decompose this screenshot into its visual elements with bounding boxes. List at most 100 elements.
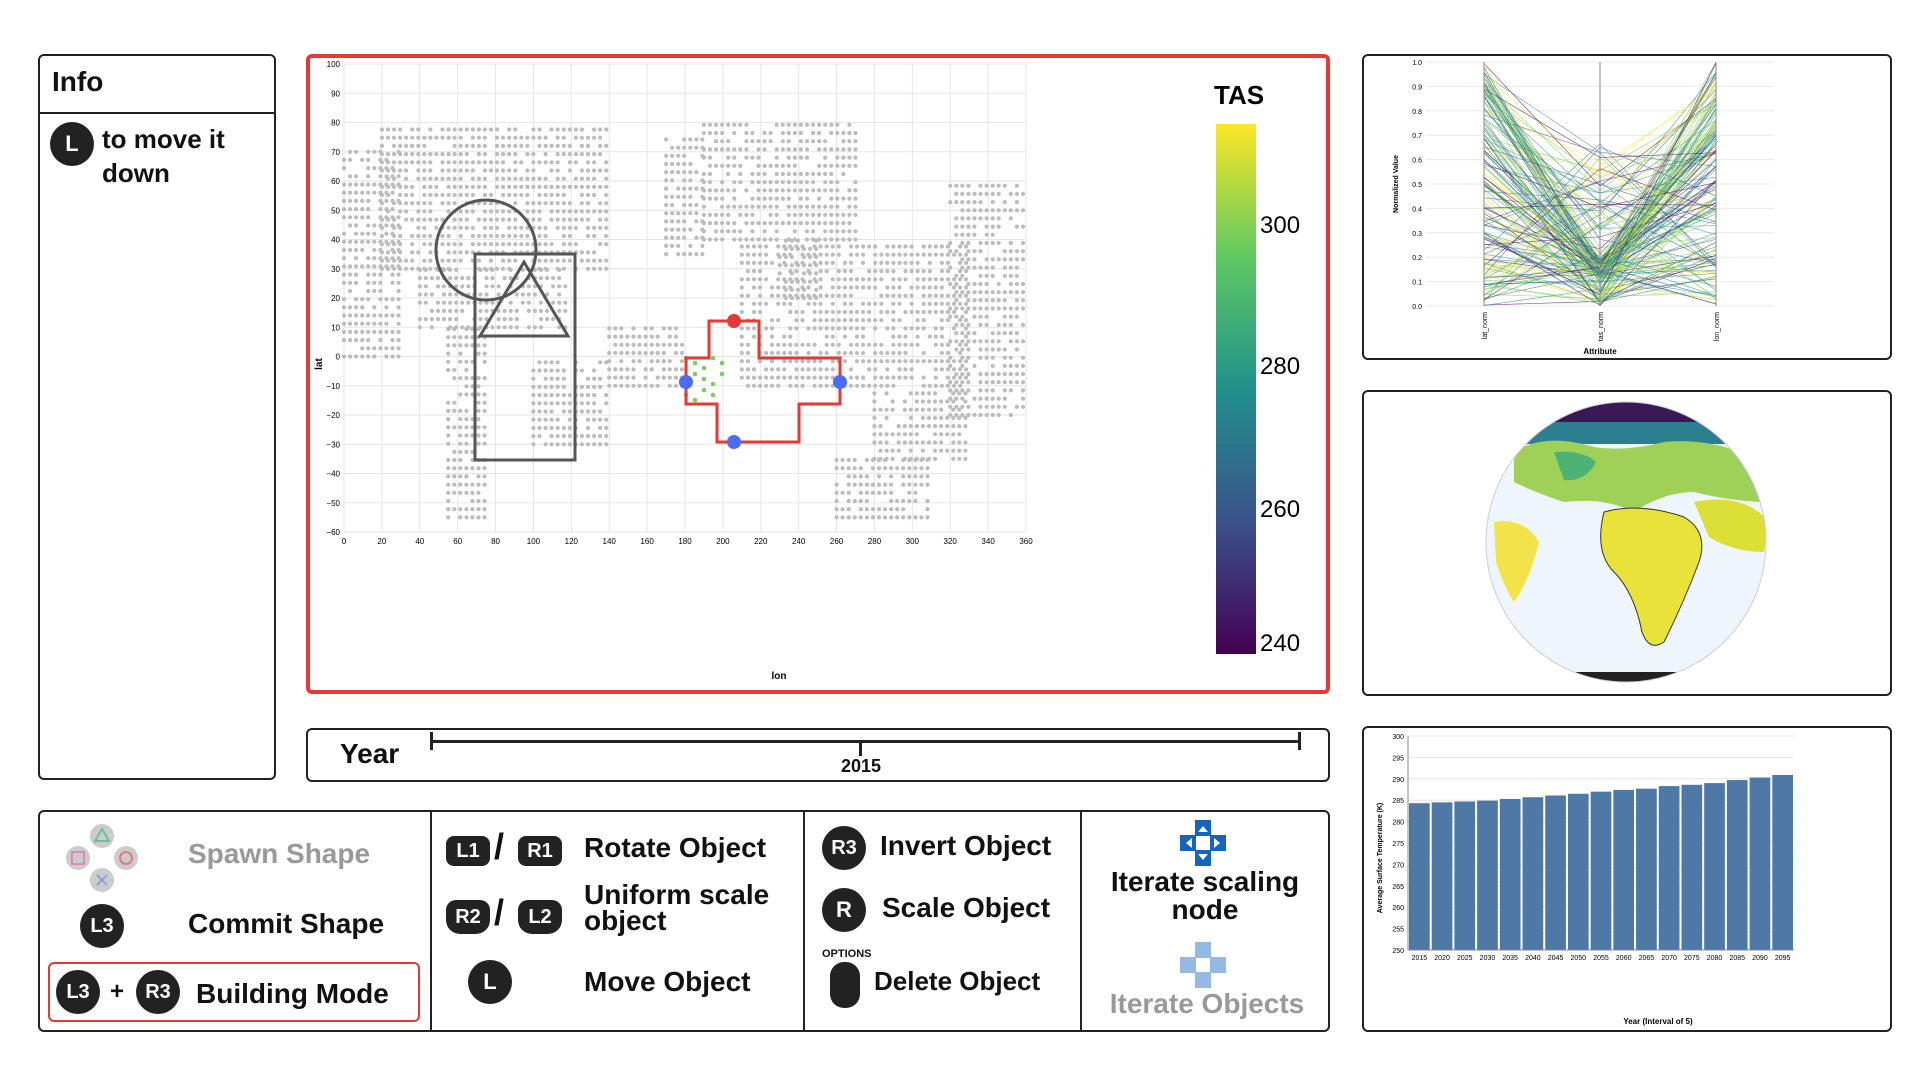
- bar[interactable]: [1477, 800, 1498, 950]
- map-data-point: [966, 249, 971, 254]
- scale-handle-left[interactable]: [679, 375, 693, 389]
- parallel-coordinates-panel: 1.0 0.9 0.8 0.7 0.6 0.5 0.4 0.3 0.2 0.1 0.0 lat_nor…: [1362, 54, 1892, 360]
- bar[interactable]: [1522, 797, 1544, 950]
- map-data-point: [756, 147, 761, 152]
- map-panel[interactable]: 0 20 40 60 80 100 120 140 160 180 200 220 240 260 280 3…: [306, 54, 1330, 694]
- map-data-point: [984, 224, 989, 229]
- scale-handle-right[interactable]: [833, 375, 847, 389]
- map-data-point: [1014, 200, 1020, 205]
- map-data-point: [537, 217, 542, 222]
- map-data-point: [410, 233, 415, 239]
- scale-handle-top[interactable]: [727, 314, 741, 328]
- bar[interactable]: [1454, 801, 1476, 950]
- scatter-map[interactable]: 0 20 40 60 80 100 120 140 160 180 200 220 240 260 280 3…: [310, 58, 1326, 690]
- map-data-point: [909, 285, 914, 290]
- map-data-point: [783, 246, 788, 251]
- map-y-label: lat: [314, 357, 325, 369]
- map-data-point: [398, 143, 403, 148]
- map-data-point: [972, 339, 977, 344]
- map-data-point: [990, 224, 995, 229]
- map-data-point: [482, 507, 487, 512]
- map-data-point: [423, 276, 428, 281]
- map-data-point: [945, 318, 951, 323]
- map-data-point: [549, 201, 554, 206]
- bar[interactable]: [1590, 791, 1612, 950]
- map-data-point: [960, 257, 965, 262]
- map-data-point: [996, 191, 1001, 196]
- map-data-point: [853, 155, 858, 160]
- year-slider-thumb[interactable]: [859, 740, 862, 756]
- map-data-point: [476, 343, 481, 348]
- map-data-point: [701, 229, 706, 234]
- map-data-point: [842, 318, 848, 323]
- map-data-point: [676, 235, 681, 240]
- map-data-point: [794, 342, 799, 347]
- map-data-point: [879, 260, 884, 265]
- bar[interactable]: [1499, 798, 1521, 950]
- map-data-point: [818, 318, 823, 323]
- bar[interactable]: [1636, 788, 1657, 950]
- map-data-point: [954, 200, 959, 205]
- map-data-point: [341, 190, 347, 195]
- rectangle-shape[interactable]: [473, 252, 577, 462]
- map-data-point: [673, 342, 678, 347]
- globe-view[interactable]: [1364, 392, 1890, 694]
- map-data-point: [945, 293, 951, 298]
- map-data-point: [598, 442, 603, 447]
- bar[interactable]: [1704, 783, 1725, 950]
- map-data-point: [780, 130, 785, 136]
- building-mode-box[interactable]: L3 + R3 Building Mode: [48, 962, 420, 1022]
- triangle-shape[interactable]: [477, 259, 571, 338]
- year-slider-track[interactable]: [430, 740, 1300, 743]
- map-data-point: [466, 300, 471, 305]
- bar[interactable]: [1431, 802, 1453, 950]
- map-data-point: [841, 130, 846, 136]
- map-data-point: [783, 295, 788, 301]
- parallel-coordinates-chart[interactable]: 1.00.90.80.70.60.50.40.30.20.10.0lat_nor…: [1364, 56, 1890, 358]
- map-data-point: [1008, 314, 1013, 319]
- bar[interactable]: [1545, 795, 1566, 950]
- map-data-point: [484, 276, 489, 281]
- map-data-point: [592, 192, 597, 198]
- scale-handle-bottom[interactable]: [727, 435, 741, 449]
- map-data-point: [861, 244, 866, 249]
- map-data-point: [806, 342, 811, 347]
- map-data-point: [341, 321, 347, 326]
- map-data-point: [720, 130, 725, 136]
- map-data-point: [488, 258, 494, 263]
- bar[interactable]: [1658, 786, 1680, 950]
- map-data-point: [854, 334, 860, 339]
- bar[interactable]: [1772, 774, 1793, 950]
- map-data-point: [1008, 208, 1013, 213]
- map-data-point: [984, 183, 989, 188]
- map-data-point: [538, 317, 544, 322]
- map-data-point: [830, 359, 835, 364]
- map-data-point: [655, 350, 660, 356]
- map-data-point: [842, 301, 848, 306]
- map-data-point: [404, 209, 409, 214]
- map-data-point: [543, 201, 548, 206]
- bar[interactable]: [1681, 784, 1703, 950]
- map-data-point: [429, 276, 434, 281]
- map-data-point: [446, 351, 451, 356]
- map-data-point: [391, 152, 397, 157]
- map-data-point: [514, 317, 519, 322]
- cross-shape[interactable]: [684, 319, 842, 444]
- bar[interactable]: [1726, 780, 1748, 950]
- circle-shape[interactable]: [434, 198, 538, 302]
- pc-y-tick: 0.7: [1412, 133, 1422, 140]
- map-data-point: [1008, 363, 1013, 368]
- map-data-point: [549, 442, 554, 447]
- bar[interactable]: [1409, 803, 1430, 950]
- map-data-point: [939, 318, 945, 323]
- map-data-point: [972, 290, 977, 295]
- bar[interactable]: [1567, 793, 1589, 950]
- map-data-point: [948, 281, 953, 287]
- bar[interactable]: [1613, 789, 1635, 950]
- bar[interactable]: [1749, 777, 1771, 950]
- map-data-point: [908, 448, 913, 453]
- map-data-point: [762, 237, 767, 242]
- map-data-point: [876, 490, 882, 495]
- map-data-point: [811, 180, 816, 185]
